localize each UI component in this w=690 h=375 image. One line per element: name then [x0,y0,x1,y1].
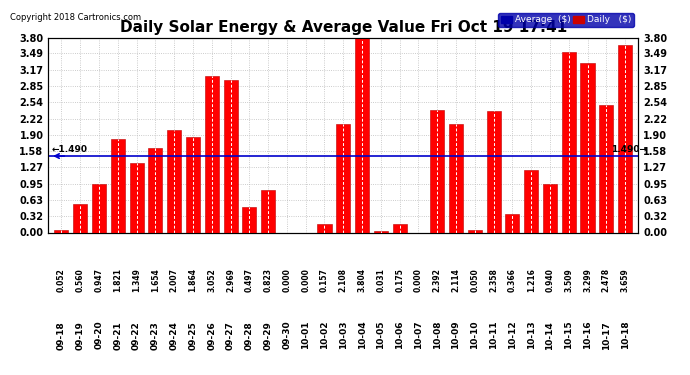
Text: 1.349: 1.349 [132,268,141,292]
Text: 10-15: 10-15 [564,321,573,350]
Text: 09-20: 09-20 [95,321,103,350]
Bar [486,111,501,232]
Text: 2.358: 2.358 [489,268,498,292]
Text: 2.108: 2.108 [339,268,348,292]
Text: 10-14: 10-14 [546,321,555,350]
Text: 09-25: 09-25 [188,321,197,350]
Text: 09-18: 09-18 [57,321,66,350]
Text: 10-01: 10-01 [302,321,310,350]
Text: 0.050: 0.050 [471,268,480,292]
Bar [618,45,632,232]
Text: 10-12: 10-12 [508,321,517,350]
Text: 10-04: 10-04 [357,321,366,350]
Text: 0.940: 0.940 [546,268,555,292]
Text: 0.497: 0.497 [245,268,254,292]
Text: 10-13: 10-13 [526,321,535,350]
Text: 3.659: 3.659 [620,268,629,292]
Text: 1.216: 1.216 [526,268,535,292]
Text: 10-17: 10-17 [602,321,611,350]
Bar [261,190,275,232]
Text: 2.007: 2.007 [170,268,179,292]
Bar [55,230,68,232]
Bar [393,224,406,232]
Text: 0.000: 0.000 [414,268,423,292]
Bar [317,225,331,232]
Text: 10-10: 10-10 [471,321,480,350]
Bar [449,124,463,232]
Bar [524,170,538,232]
Bar [186,137,200,232]
Text: 10-11: 10-11 [489,321,498,350]
Bar [430,110,444,232]
Text: 10-08: 10-08 [433,321,442,350]
Bar [562,53,575,232]
Bar [468,230,482,232]
Text: 10-03: 10-03 [339,321,348,350]
Bar [543,184,557,232]
Legend: Average  ($), Daily   ($): Average ($), Daily ($) [498,13,633,27]
Text: 1.654: 1.654 [151,268,160,292]
Bar [374,231,388,232]
Text: 09-26: 09-26 [207,321,216,350]
Text: 1.864: 1.864 [188,268,197,292]
Text: 3.052: 3.052 [207,268,216,292]
Text: 09-19: 09-19 [76,321,85,350]
Text: 09-29: 09-29 [264,321,273,350]
Bar [167,129,181,232]
Text: ←1.490: ←1.490 [51,145,87,154]
Bar [242,207,257,232]
Text: 10-07: 10-07 [414,321,423,350]
Text: Copyright 2018 Cartronics.com: Copyright 2018 Cartronics.com [10,13,141,22]
Bar [224,80,237,232]
Bar [336,124,351,232]
Bar [130,163,144,232]
Bar [148,148,162,232]
Text: 2.969: 2.969 [226,268,235,292]
Text: 1.821: 1.821 [113,268,122,292]
Bar [111,139,125,232]
Text: 0.823: 0.823 [264,268,273,292]
Text: 0.947: 0.947 [95,268,103,292]
Text: 09-28: 09-28 [245,321,254,350]
Text: 0.000: 0.000 [282,268,291,292]
Bar [73,204,88,232]
Text: 0.031: 0.031 [376,268,385,292]
Bar [580,63,595,232]
Text: 0.157: 0.157 [320,268,329,292]
Text: 0.052: 0.052 [57,268,66,292]
Text: 2.478: 2.478 [602,268,611,292]
Text: 1.490→: 1.490→ [611,145,647,154]
Text: 09-21: 09-21 [113,321,122,350]
Text: 0.560: 0.560 [76,268,85,292]
Text: 09-24: 09-24 [170,321,179,350]
Title: Daily Solar Energy & Average Value Fri Oct 19 17:41: Daily Solar Energy & Average Value Fri O… [119,20,567,35]
Text: 10-05: 10-05 [376,321,385,350]
Bar [92,184,106,232]
Text: 09-27: 09-27 [226,321,235,350]
Bar [355,37,369,232]
Text: 09-22: 09-22 [132,321,141,350]
Text: 2.392: 2.392 [433,268,442,292]
Text: 09-23: 09-23 [151,321,160,350]
Text: 10-02: 10-02 [320,321,329,350]
Text: 09-30: 09-30 [282,321,291,350]
Text: 3.299: 3.299 [583,268,592,292]
Bar [599,105,613,232]
Text: 10-18: 10-18 [620,321,629,350]
Text: 10-16: 10-16 [583,321,592,350]
Text: 0.175: 0.175 [395,268,404,292]
Text: 3.804: 3.804 [357,268,366,292]
Text: 0.000: 0.000 [302,268,310,292]
Text: 10-06: 10-06 [395,321,404,350]
Text: 0.366: 0.366 [508,268,517,292]
Text: 2.114: 2.114 [451,268,460,292]
Bar [205,76,219,232]
Text: 3.509: 3.509 [564,268,573,292]
Text: 10-09: 10-09 [451,321,460,350]
Bar [505,214,520,232]
